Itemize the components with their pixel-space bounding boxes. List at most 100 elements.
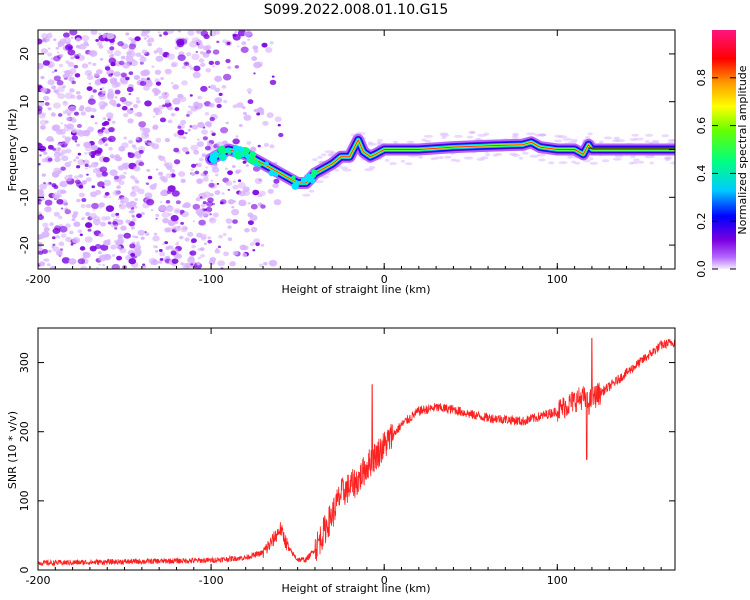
heatmap-noise-speck [118,203,127,210]
heatmap-haze-speck [317,155,323,159]
heatmap-haze-speck [463,156,474,160]
heatmap-noise-speck [71,80,76,85]
heatmap-haze-speck [574,161,581,165]
heatmap-noise-speck [134,36,141,42]
heatmap-noise-speck [53,75,61,82]
heatmap-noise-speck [167,119,173,124]
heatmap-noise-speck [84,152,88,155]
heatmap-noise-speck [203,223,207,226]
heatmap-noise-speck [71,128,77,134]
heatmap-noise-speck [92,62,97,67]
heatmap-noise-speck [94,80,101,86]
heatmap-noise-speck [206,49,212,54]
heatmap-noise-speck [167,205,171,208]
heatmap-noise-speck [202,52,208,56]
heatmap-noise-speck [207,239,212,244]
heatmap-noise-speck [91,185,96,189]
heatmap-noise-speck [218,92,223,96]
heatmap-noise-speck [185,52,192,57]
heatmap-noise-speck [214,190,221,195]
heatmap-noise-speck [108,196,112,199]
heatmap-noise-speck [151,259,159,266]
heatmap-noise-speck [140,212,145,216]
heatmap-noise-speck [68,46,73,50]
heatmap-haze-speck [554,134,563,138]
heatmap-noise-speck [208,182,215,188]
heatmap-noise-speck [210,130,214,134]
heatmap-noise-speck [101,186,105,189]
heatmap-noise-speck [38,247,43,252]
heatmap-noise-speck [116,185,121,189]
heatmap-noise-speck [269,79,277,86]
heatmap-y-tick-label: 0 [18,146,31,153]
heatmap-noise-speck [51,236,56,240]
heatmap-noise-speck [221,84,227,89]
heatmap-haze-speck [587,132,593,136]
heatmap-haze-speck [628,161,634,165]
heatmap-noise-speck [155,137,162,143]
heatmap-noise-speck [204,145,211,151]
heatmap-noise-speck [64,136,72,142]
snr-y-axis-title: SNR (10 * v/v) [6,411,19,489]
heatmap-noise-speck [200,30,209,37]
heatmap-noise-speck [227,188,231,191]
heatmap-noise-speck [115,215,120,219]
heatmap-noise-speck [246,140,252,145]
heatmap-noise-speck [237,45,240,48]
heatmap-haze-speck [558,161,568,165]
heatmap-noise-speck [164,227,171,233]
heatmap-noise-speck [128,43,137,50]
heatmap-noise-speck [97,140,104,145]
heatmap-noise-speck [139,61,144,65]
heatmap-noise-speck [155,55,164,62]
heatmap-haze-speck [450,158,457,162]
heatmap-noise-speck [232,180,236,183]
heatmap-noise-speck [208,259,216,265]
heatmap-noise-speck [56,198,64,205]
heatmap-noise-speck [140,55,145,59]
heatmap-noise-speck [56,147,62,152]
heatmap-noise-speck [205,166,208,169]
heatmap-noise-speck [95,223,98,226]
heatmap-haze-speck [314,180,324,184]
heatmap-y-tick-label: 10 [18,95,31,109]
heatmap-noise-speck [139,56,147,63]
heatmap-haze-speck [562,137,573,141]
heatmap-noise-speck [189,66,195,71]
heatmap-haze-speck [631,133,639,137]
heatmap-noise-speck [214,87,221,93]
heatmap-noise-speck [71,118,77,123]
heatmap-noise-speck [184,227,188,230]
heatmap-noise-speck [125,202,133,208]
heatmap-noise-speck [73,64,79,69]
heatmap-noise-speck [212,49,220,55]
heatmap-noise-speck [227,170,233,176]
heatmap-noise-speck [197,138,200,141]
heatmap-noise-speck [38,38,43,45]
heatmap-track-blob [290,175,296,181]
heatmap-haze-speck [553,139,563,143]
heatmap-noise-speck [107,239,111,242]
heatmap-noise-speck [180,221,184,225]
heatmap-noise-speck [227,65,232,70]
heatmap-noise-speck [274,116,282,123]
heatmap-noise-speck [211,132,216,136]
heatmap-noise-speck [68,76,75,82]
heatmap-x-tick-label: 0 [381,273,388,286]
heatmap-haze-speck [400,159,406,163]
heatmap-noise-speck [222,232,227,237]
heatmap-haze-speck [321,175,330,179]
heatmap-noise-speck [237,182,246,189]
heatmap-noise-speck [272,182,279,189]
heatmap-noise-speck [38,105,43,112]
heatmap-noise-speck [58,241,65,247]
heatmap-haze-speck [630,155,636,159]
heatmap-haze-speck [589,161,599,165]
heatmap-noise-speck [237,179,242,183]
heatmap-noise-speck [81,63,89,69]
heatmap-noise-speck [153,107,158,111]
heatmap-noise-speck [141,49,148,55]
heatmap-noise-speck [186,110,193,115]
heatmap-noise-speck [55,235,60,239]
heatmap-noise-speck [70,56,75,60]
